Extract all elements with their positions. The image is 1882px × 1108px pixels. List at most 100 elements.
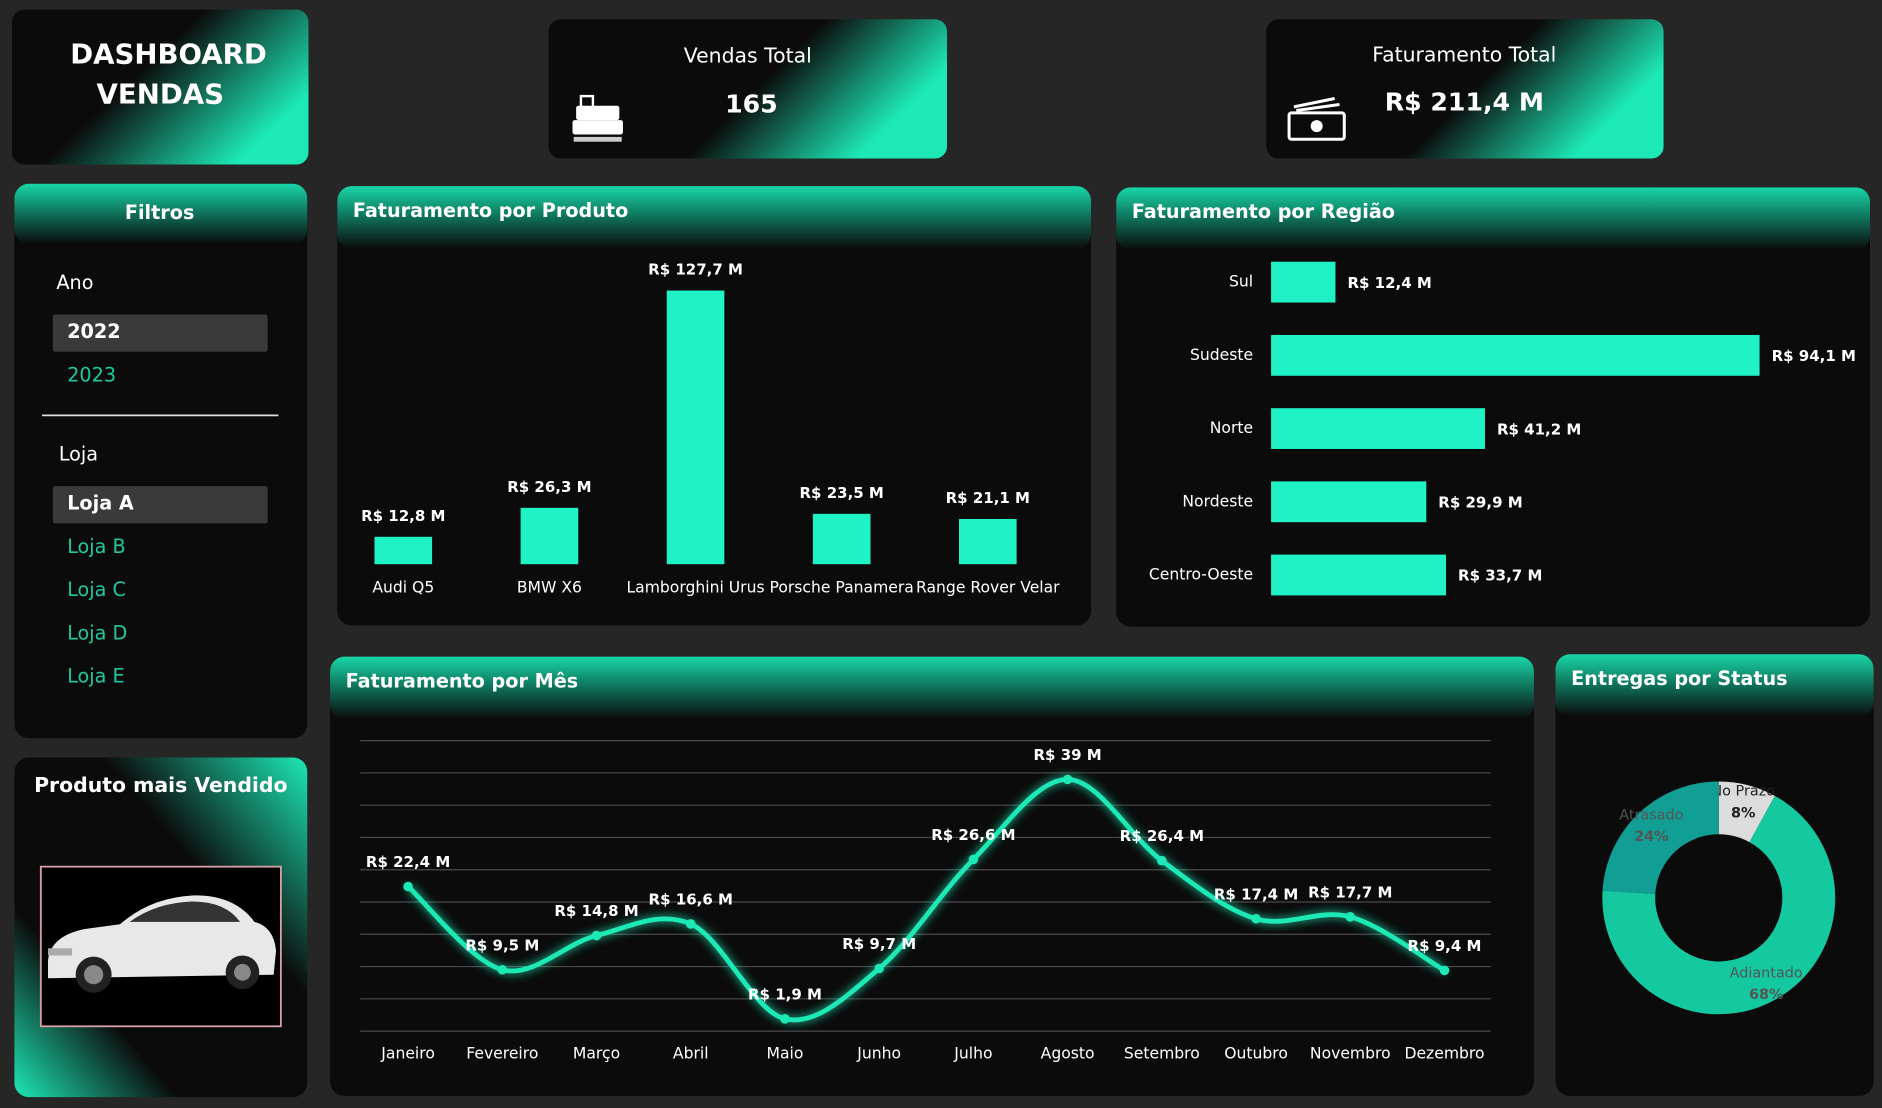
filter-option[interactable]: Loja B <box>67 535 125 558</box>
point <box>1251 913 1261 924</box>
point <box>968 854 979 865</box>
selected-option-bg <box>52 314 268 352</box>
data-label: R$ 12,8 M <box>361 507 445 525</box>
x-tick-label: Junho <box>856 1044 901 1062</box>
data-label: R$ 17,7 M <box>1308 883 1392 901</box>
bar <box>1271 334 1760 376</box>
chart-title: Faturamento por Mês <box>346 669 578 692</box>
bar <box>1271 261 1336 303</box>
data-label: R$ 26,4 M <box>1120 827 1204 845</box>
point <box>1062 774 1073 785</box>
filter-label: Loja <box>59 442 98 465</box>
bar <box>812 513 871 565</box>
y-tick-label: Sul <box>1229 273 1253 291</box>
data-label: R$ 39 M <box>1034 746 1102 764</box>
x-tick-label: Porsche Panamera <box>769 579 913 597</box>
bar <box>959 518 1017 565</box>
filter-option[interactable]: Loja A <box>67 492 134 515</box>
bar <box>374 536 433 565</box>
bar <box>1271 408 1485 449</box>
featured-title: Produto mais Vendido <box>34 773 287 797</box>
dashboard-title: DASHBOARD VENDAS <box>70 39 267 111</box>
y-tick-label: Sudeste <box>1190 346 1253 364</box>
kpi-label: Vendas Total <box>684 43 812 67</box>
x-tick-label: Maio <box>767 1044 804 1062</box>
y-tick-label: Norte <box>1210 419 1253 437</box>
donut-slice <box>1718 781 1775 843</box>
data-label: R$ 22,4 M <box>366 853 450 871</box>
chart-title: Faturamento por Região <box>1132 200 1395 223</box>
panel-header <box>1555 654 1874 717</box>
panel-header <box>330 656 1534 720</box>
data-label: R$ 14,8 M <box>554 902 638 920</box>
bar <box>520 507 579 565</box>
chart-panel: Faturamento por Produto R$ 12,8 M Audi Q5 R… <box>337 186 1092 626</box>
panel-header <box>337 186 1092 249</box>
data-label: R$ 26,3 M <box>507 478 591 496</box>
slice-label: Adiantado <box>1730 965 1803 981</box>
x-tick-label: BMW X6 <box>517 579 582 597</box>
kpi-value: 165 <box>725 90 778 119</box>
point <box>1439 965 1450 976</box>
bar <box>1271 481 1427 523</box>
point <box>591 930 602 941</box>
data-label: R$ 33,7 M <box>1458 567 1542 585</box>
chart-title: Faturamento por Produto <box>353 199 628 222</box>
filter-option[interactable]: 2022 <box>67 320 120 343</box>
x-tick-label: Abril <box>673 1044 709 1062</box>
data-label: R$ 21,1 M <box>946 489 1030 507</box>
kpi-card <box>548 19 948 159</box>
data-label: R$ 1,9 M <box>748 985 822 1003</box>
filter-option[interactable]: 2023 <box>67 363 116 386</box>
chart-panel: Faturamento por Mês R$ 22,4 M Janeiro R$ 9,… <box>330 656 1534 1096</box>
kpi-value: R$ 211,4 M <box>1385 87 1544 116</box>
money-icon <box>1287 97 1346 141</box>
panel-bg <box>1116 187 1870 627</box>
chart-panel: Entregas por Status No Prazo 8% Adiantado 68… <box>1555 654 1874 1096</box>
data-label: R$ 127,7 M <box>648 261 743 279</box>
slice-label: No Prazo <box>1711 784 1775 800</box>
slice-value: 24% <box>1634 829 1668 845</box>
data-label: R$ 17,4 M <box>1214 885 1298 903</box>
bar <box>666 290 725 565</box>
x-tick-label: Fevereiro <box>466 1044 538 1062</box>
filter-option[interactable]: Loja D <box>67 621 127 644</box>
chart-panels: Faturamento por Produto R$ 12,8 M Audi Q5 R… <box>330 186 1874 1096</box>
slice-value: 8% <box>1731 805 1755 821</box>
point <box>874 963 884 974</box>
data-label: R$ 26,6 M <box>931 826 1015 844</box>
x-tick-label: Lamborghini Urus <box>626 579 764 597</box>
chart-title: Entregas por Status <box>1571 667 1787 690</box>
title-card <box>12 9 309 165</box>
x-tick-label: Dezembro <box>1404 1044 1484 1062</box>
data-label: R$ 16,6 M <box>649 890 733 908</box>
point <box>497 964 508 975</box>
register-icon <box>572 94 623 142</box>
x-tick-label: Novembro <box>1310 1044 1391 1062</box>
filter-option[interactable]: Loja E <box>67 665 124 688</box>
x-tick-label: Setembro <box>1124 1044 1200 1062</box>
car-illustration <box>48 895 277 993</box>
bar <box>1271 554 1447 596</box>
filter-title: Filtros <box>125 201 194 224</box>
filter-option[interactable]: Loja C <box>67 578 126 601</box>
data-label: R$ 9,4 M <box>1408 937 1482 955</box>
data-label: R$ 29,9 M <box>1438 493 1522 511</box>
x-tick-label: Janeiro <box>380 1044 435 1062</box>
y-tick-label: Centro-Oeste <box>1149 566 1253 584</box>
donut-slice <box>1602 795 1836 1015</box>
donut-slice <box>1602 781 1719 894</box>
data-label: R$ 12,4 M <box>1347 274 1431 292</box>
point <box>780 1014 790 1024</box>
panel-header <box>14 183 308 244</box>
selected-option-bg <box>52 486 268 524</box>
chart-panel: Faturamento por Região R$ 12,4 M Sul R$ 94,… <box>1116 187 1870 627</box>
slice-label: Atrasado <box>1619 807 1683 823</box>
data-label: R$ 41,2 M <box>1497 420 1581 438</box>
panel-bg <box>330 656 1534 1096</box>
panel-header <box>1116 187 1870 250</box>
x-tick-label: Audi Q5 <box>372 579 434 597</box>
x-tick-label: Julho <box>953 1044 992 1062</box>
x-tick-label: Range Rover Velar <box>916 579 1060 597</box>
